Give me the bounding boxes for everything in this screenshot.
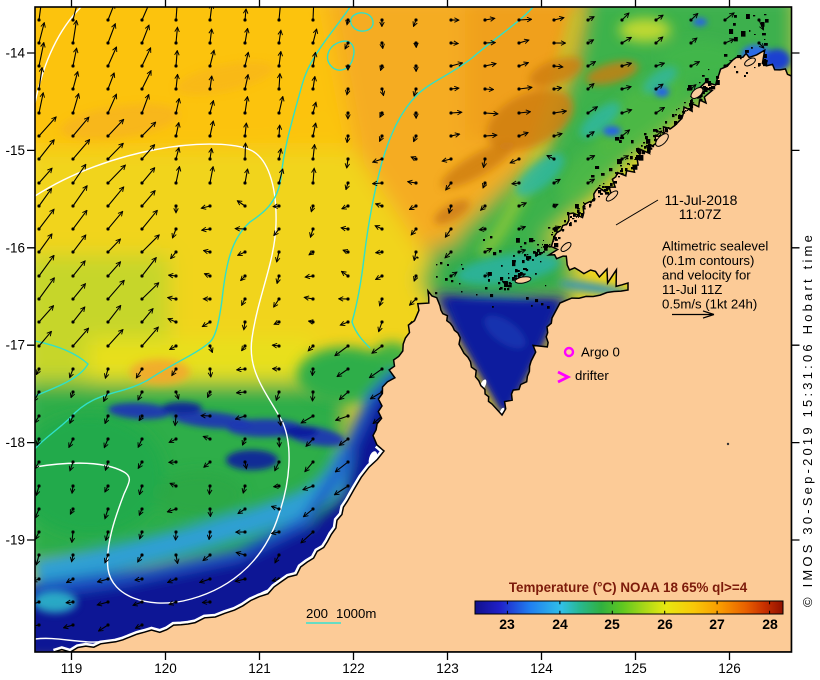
svg-text:120: 120 [154, 661, 177, 676]
svg-text:125: 125 [624, 661, 647, 676]
svg-text:28: 28 [762, 616, 778, 632]
svg-text:11:07Z: 11:07Z [679, 206, 722, 222]
svg-text:121: 121 [248, 661, 271, 676]
svg-text:122: 122 [342, 661, 365, 676]
svg-text:Altimetric sealevel: Altimetric sealevel [662, 239, 768, 254]
svg-text:-18: -18 [5, 435, 25, 450]
svg-text:-15: -15 [5, 143, 25, 158]
svg-text:-19: -19 [5, 533, 25, 548]
svg-text:126: 126 [718, 661, 741, 676]
svg-text:25: 25 [604, 616, 620, 632]
svg-text:123: 123 [436, 661, 459, 676]
svg-text:11-Jul 11Z: 11-Jul 11Z [662, 282, 722, 297]
svg-text:Argo 0: Argo 0 [581, 345, 620, 360]
svg-text:200: 200 [306, 606, 328, 621]
svg-text:26: 26 [657, 616, 673, 632]
svg-text:23: 23 [499, 616, 515, 632]
svg-text:1000m: 1000m [336, 606, 376, 621]
svg-text:24: 24 [552, 616, 568, 632]
svg-text:and velocity for: and velocity for [662, 268, 751, 283]
svg-text:-16: -16 [5, 240, 25, 255]
svg-text:(0.1m contours): (0.1m contours) [662, 253, 754, 268]
svg-text:119: 119 [61, 661, 83, 676]
svg-text:© IMOS 30-Sep-2019 15:31:06 Ho: © IMOS 30-Sep-2019 15:31:06 Hobart time [800, 232, 815, 607]
svg-text:-17: -17 [5, 338, 25, 353]
svg-text:27: 27 [709, 616, 725, 632]
svg-text:drifter: drifter [575, 368, 609, 383]
svg-text:0.5m/s (1kt 24h): 0.5m/s (1kt 24h) [662, 297, 757, 312]
svg-text:-14: -14 [5, 46, 25, 61]
svg-text:124: 124 [530, 661, 553, 676]
svg-text:Temperature (°C) NOAA 18 65% q: Temperature (°C) NOAA 18 65% ql>=4 [509, 580, 748, 595]
svg-text:11-Jul-2018: 11-Jul-2018 [665, 192, 738, 208]
